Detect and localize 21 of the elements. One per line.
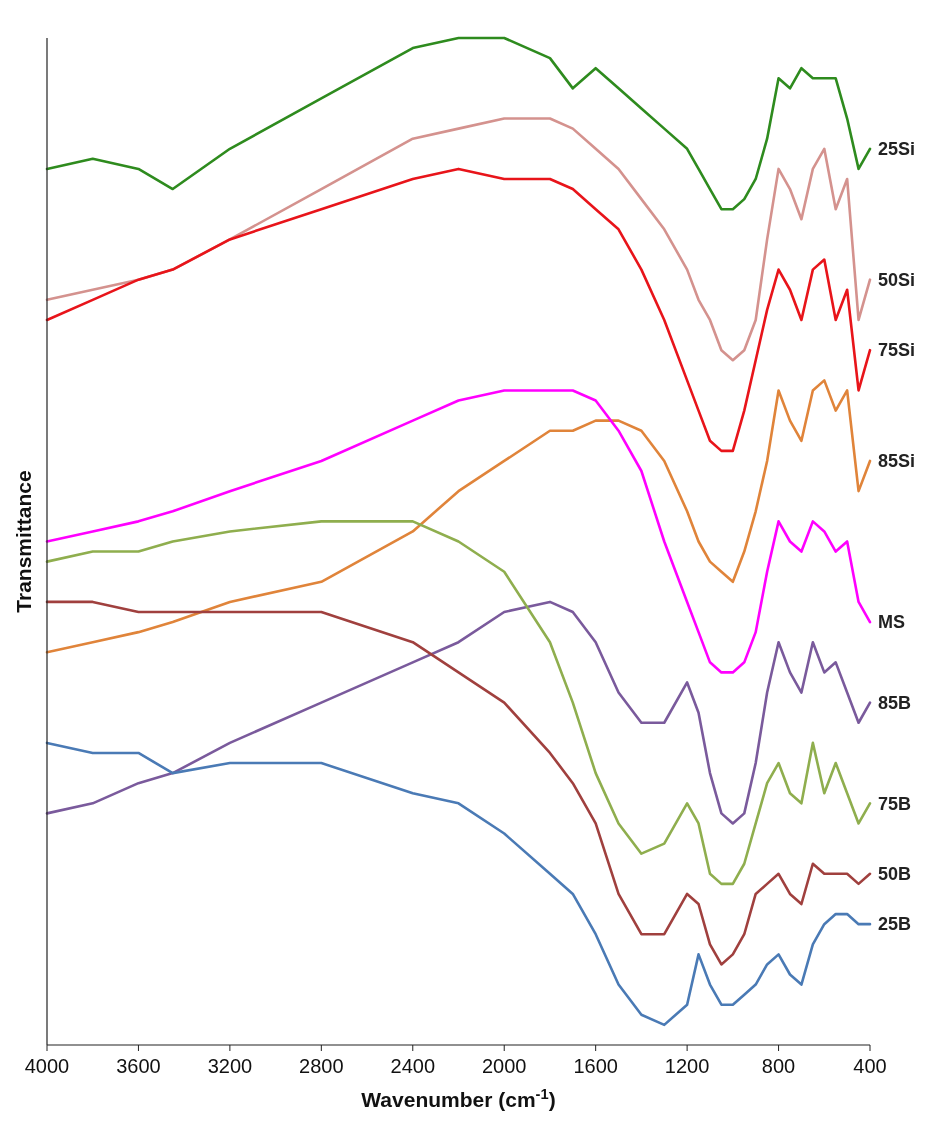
- x-tick-label: 1200: [664, 1055, 710, 1077]
- x-tick-label: 4000: [24, 1055, 70, 1077]
- series-label: 50Si: [878, 269, 916, 290]
- series-label: MS: [878, 612, 905, 633]
- series-label: 25Si: [878, 139, 916, 160]
- x-tick-label: 2400: [390, 1055, 436, 1077]
- series-label: 50B: [878, 864, 912, 885]
- series-label: 85B: [878, 692, 912, 713]
- series-label: 85Si: [878, 451, 916, 472]
- x-tick-label: 1600: [573, 1055, 618, 1077]
- series-label: 25B: [878, 914, 912, 935]
- series-label: 75B: [878, 793, 912, 814]
- y-axis-title: Transmittance: [12, 470, 35, 613]
- series-label: 75Si: [878, 340, 916, 361]
- x-tick-label: 2000: [481, 1055, 527, 1077]
- x-tick-label: 3200: [207, 1055, 253, 1077]
- x-tick-label: 400: [853, 1055, 887, 1077]
- x-tick-label: 3600: [116, 1055, 161, 1077]
- x-tick-label: 800: [761, 1055, 796, 1077]
- x-tick-label: 2800: [299, 1055, 344, 1077]
- x-axis-title: Wavenumber (cm$^{-1}$): [361, 1086, 556, 1111]
